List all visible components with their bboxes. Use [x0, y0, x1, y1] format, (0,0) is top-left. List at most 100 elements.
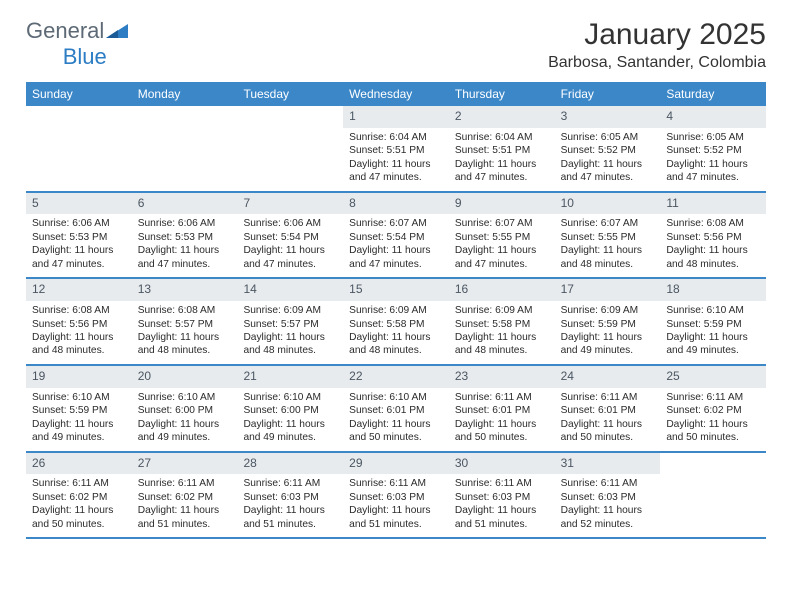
- sunset-text: Sunset: 5:57 PM: [243, 318, 337, 331]
- daylight-text: Daylight: 11 hours: [666, 244, 760, 257]
- daylight-text: Daylight: 11 hours: [138, 244, 232, 257]
- daylight-text: Daylight: 11 hours: [138, 504, 232, 517]
- sunset-text: Sunset: 6:03 PM: [243, 491, 337, 504]
- daylight-text: Daylight: 11 hours: [561, 504, 655, 517]
- day-number: 15: [343, 279, 449, 301]
- sunset-text: Sunset: 5:53 PM: [32, 231, 126, 244]
- sunrise-text: Sunrise: 6:11 AM: [243, 477, 337, 490]
- sunset-text: Sunset: 6:00 PM: [138, 404, 232, 417]
- sunrise-text: Sunrise: 6:10 AM: [349, 391, 443, 404]
- day-cell: 9Sunrise: 6:07 AMSunset: 5:55 PMDaylight…: [449, 193, 555, 278]
- daylight-text: Daylight: 11 hours: [32, 244, 126, 257]
- week-row: 26Sunrise: 6:11 AMSunset: 6:02 PMDayligh…: [26, 453, 766, 540]
- day-cell: 10Sunrise: 6:07 AMSunset: 5:55 PMDayligh…: [555, 193, 661, 278]
- sunrise-text: Sunrise: 6:10 AM: [243, 391, 337, 404]
- day-details: Sunrise: 6:06 AMSunset: 5:53 PMDaylight:…: [132, 214, 238, 277]
- sunset-text: Sunset: 5:59 PM: [666, 318, 760, 331]
- day-number: 16: [449, 279, 555, 301]
- day-details: Sunrise: 6:10 AMSunset: 6:00 PMDaylight:…: [132, 388, 238, 451]
- sunrise-text: Sunrise: 6:07 AM: [349, 217, 443, 230]
- day-details: Sunrise: 6:07 AMSunset: 5:54 PMDaylight:…: [343, 214, 449, 277]
- daylight-text: and 47 minutes.: [666, 171, 760, 184]
- sunrise-text: Sunrise: 6:06 AM: [138, 217, 232, 230]
- daylight-text: Daylight: 11 hours: [455, 331, 549, 344]
- daylight-text: and 50 minutes.: [32, 518, 126, 531]
- daylight-text: Daylight: 11 hours: [32, 418, 126, 431]
- day-details: Sunrise: 6:10 AMSunset: 6:01 PMDaylight:…: [343, 388, 449, 451]
- day-number: 19: [26, 366, 132, 388]
- day-details: Sunrise: 6:11 AMSunset: 6:02 PMDaylight:…: [132, 474, 238, 537]
- daylight-text: and 51 minutes.: [243, 518, 337, 531]
- sunset-text: Sunset: 5:55 PM: [561, 231, 655, 244]
- sunset-text: Sunset: 5:56 PM: [666, 231, 760, 244]
- day-cell: 17Sunrise: 6:09 AMSunset: 5:59 PMDayligh…: [555, 279, 661, 364]
- day-cell: 25Sunrise: 6:11 AMSunset: 6:02 PMDayligh…: [660, 366, 766, 451]
- day-number: 7: [237, 193, 343, 215]
- sunrise-text: Sunrise: 6:11 AM: [138, 477, 232, 490]
- sunrise-text: Sunrise: 6:10 AM: [32, 391, 126, 404]
- day-number: 23: [449, 366, 555, 388]
- day-number: 13: [132, 279, 238, 301]
- day-details: Sunrise: 6:09 AMSunset: 5:58 PMDaylight:…: [343, 301, 449, 364]
- day-number: 29: [343, 453, 449, 475]
- weekday-thursday: Thursday: [449, 82, 555, 106]
- sunrise-text: Sunrise: 6:10 AM: [138, 391, 232, 404]
- sunrise-text: Sunrise: 6:05 AM: [561, 131, 655, 144]
- sunrise-text: Sunrise: 6:06 AM: [243, 217, 337, 230]
- day-details: Sunrise: 6:10 AMSunset: 5:59 PMDaylight:…: [26, 388, 132, 451]
- sunset-text: Sunset: 5:59 PM: [32, 404, 126, 417]
- day-number: 18: [660, 279, 766, 301]
- sunset-text: Sunset: 6:00 PM: [243, 404, 337, 417]
- daylight-text: and 50 minutes.: [455, 431, 549, 444]
- daylight-text: and 48 minutes.: [455, 344, 549, 357]
- daylight-text: and 49 minutes.: [561, 344, 655, 357]
- empty-cell: [132, 106, 238, 191]
- day-cell: 20Sunrise: 6:10 AMSunset: 6:00 PMDayligh…: [132, 366, 238, 451]
- week-row: 1Sunrise: 6:04 AMSunset: 5:51 PMDaylight…: [26, 106, 766, 193]
- weekday-sunday: Sunday: [26, 82, 132, 106]
- daylight-text: and 49 minutes.: [243, 431, 337, 444]
- day-number: 9: [449, 193, 555, 215]
- day-number: 30: [449, 453, 555, 475]
- day-cell: 28Sunrise: 6:11 AMSunset: 6:03 PMDayligh…: [237, 453, 343, 538]
- sunset-text: Sunset: 5:51 PM: [349, 144, 443, 157]
- day-details: Sunrise: 6:08 AMSunset: 5:56 PMDaylight:…: [660, 214, 766, 277]
- sunrise-text: Sunrise: 6:08 AM: [666, 217, 760, 230]
- daylight-text: Daylight: 11 hours: [243, 244, 337, 257]
- day-cell: 3Sunrise: 6:05 AMSunset: 5:52 PMDaylight…: [555, 106, 661, 191]
- daylight-text: Daylight: 11 hours: [666, 331, 760, 344]
- sunrise-text: Sunrise: 6:07 AM: [561, 217, 655, 230]
- sunrise-text: Sunrise: 6:09 AM: [349, 304, 443, 317]
- month-title: January 2025: [548, 18, 766, 52]
- day-cell: 27Sunrise: 6:11 AMSunset: 6:02 PMDayligh…: [132, 453, 238, 538]
- sunrise-text: Sunrise: 6:09 AM: [243, 304, 337, 317]
- day-number: 12: [26, 279, 132, 301]
- day-cell: 24Sunrise: 6:11 AMSunset: 6:01 PMDayligh…: [555, 366, 661, 451]
- daylight-text: Daylight: 11 hours: [561, 244, 655, 257]
- day-details: Sunrise: 6:04 AMSunset: 5:51 PMDaylight:…: [343, 128, 449, 191]
- day-cell: 4Sunrise: 6:05 AMSunset: 5:52 PMDaylight…: [660, 106, 766, 191]
- daylight-text: and 47 minutes.: [349, 171, 443, 184]
- week-row: 12Sunrise: 6:08 AMSunset: 5:56 PMDayligh…: [26, 279, 766, 366]
- day-number: 28: [237, 453, 343, 475]
- day-cell: 26Sunrise: 6:11 AMSunset: 6:02 PMDayligh…: [26, 453, 132, 538]
- day-details: Sunrise: 6:11 AMSunset: 6:01 PMDaylight:…: [449, 388, 555, 451]
- logo-triangle-icon: [106, 18, 128, 44]
- weekday-friday: Friday: [555, 82, 661, 106]
- empty-cell: [26, 106, 132, 191]
- day-number: 31: [555, 453, 661, 475]
- daylight-text: Daylight: 11 hours: [349, 418, 443, 431]
- day-cell: 29Sunrise: 6:11 AMSunset: 6:03 PMDayligh…: [343, 453, 449, 538]
- daylight-text: and 47 minutes.: [32, 258, 126, 271]
- day-details: Sunrise: 6:08 AMSunset: 5:56 PMDaylight:…: [26, 301, 132, 364]
- day-cell: 8Sunrise: 6:07 AMSunset: 5:54 PMDaylight…: [343, 193, 449, 278]
- day-cell: 7Sunrise: 6:06 AMSunset: 5:54 PMDaylight…: [237, 193, 343, 278]
- weekday-saturday: Saturday: [660, 82, 766, 106]
- week-row: 5Sunrise: 6:06 AMSunset: 5:53 PMDaylight…: [26, 193, 766, 280]
- day-cell: 21Sunrise: 6:10 AMSunset: 6:00 PMDayligh…: [237, 366, 343, 451]
- day-number: 27: [132, 453, 238, 475]
- day-details: Sunrise: 6:05 AMSunset: 5:52 PMDaylight:…: [660, 128, 766, 191]
- sunset-text: Sunset: 6:02 PM: [666, 404, 760, 417]
- logo: General Blue: [26, 18, 128, 70]
- day-number: 26: [26, 453, 132, 475]
